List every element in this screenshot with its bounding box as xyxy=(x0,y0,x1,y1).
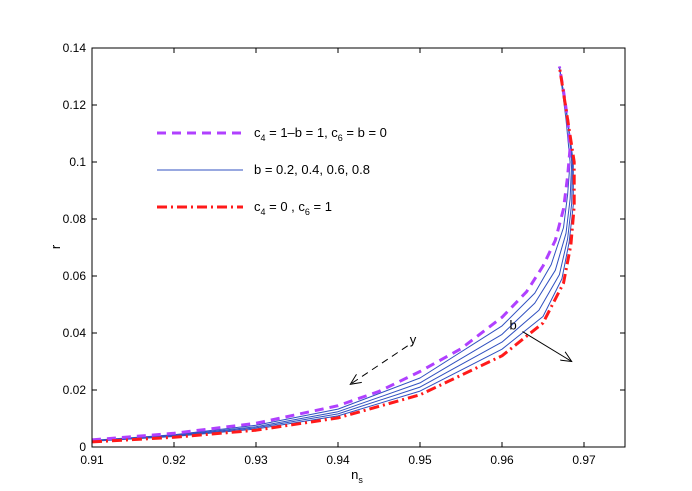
x-axis-label-main: n xyxy=(351,467,358,482)
legend-label-part: = 0 , c xyxy=(266,199,306,214)
x-tick-label-0: 0.91 xyxy=(80,453,104,467)
y-tick-label-3: 0.06 xyxy=(63,269,87,283)
legend-label-part: c xyxy=(254,199,261,214)
x-tick-label-5: 0.96 xyxy=(490,453,514,467)
series-line-1 xyxy=(91,66,571,441)
annotation-label-b: b xyxy=(510,318,517,333)
legend-label-part: = 1–b = 1, c xyxy=(266,125,339,140)
x-tick-label-2: 0.93 xyxy=(244,453,268,467)
x-tick-label-4: 0.95 xyxy=(408,453,432,467)
series-layer xyxy=(91,66,576,444)
legend-label-part: 4 xyxy=(261,207,266,217)
legend-label-part: = b = 0 xyxy=(343,125,387,140)
y-tick-label-7: 0.14 xyxy=(63,41,87,55)
series-line-3 xyxy=(91,66,573,442)
legend-label-part: 6 xyxy=(305,207,310,217)
y-axis-label: r xyxy=(48,244,63,249)
y-tick-label-0: 0 xyxy=(79,440,86,454)
y-tick-label-6: 0.12 xyxy=(63,98,87,112)
x-axis-label-subscript: s xyxy=(358,475,363,485)
ticks-layer: 0.91 0.92 0.93 0.94 0.95 0.96 0.97 0 0.02 0.04 0.0… xyxy=(63,41,625,467)
x-tick-label-1: 0.92 xyxy=(162,453,186,467)
x-tick-label-3: 0.94 xyxy=(326,453,350,467)
legend-label-part: c xyxy=(254,125,261,140)
series-line-5 xyxy=(91,66,576,444)
annotations: by xyxy=(350,318,571,385)
y-tick-label-1: 0.02 xyxy=(63,383,87,397)
legend-label-part: = 1 xyxy=(310,199,332,214)
legend-label-0: c4 = 1–b = 1, c6 = b = 0 xyxy=(254,125,387,143)
legend-label-part: b = 0.2, 0.4, 0.6, 0.8 xyxy=(254,162,370,177)
legend: c4 = 1–b = 1, c6 = b = 0b = 0.2, 0.4, 0.… xyxy=(157,125,387,217)
annotation-label-y: y xyxy=(410,332,417,347)
annotation-arrow-b xyxy=(522,331,572,362)
x-axis-label: ns xyxy=(351,467,363,485)
legend-label-part: 4 xyxy=(261,133,266,143)
y-tick-label-2: 0.04 xyxy=(63,326,87,340)
y-tick-label-4: 0.08 xyxy=(63,212,87,226)
series-line-2 xyxy=(91,66,573,442)
legend-label-part: 6 xyxy=(338,133,343,143)
legend-label-1: b = 0.2, 0.4, 0.6, 0.8 xyxy=(254,162,370,177)
plot-frame xyxy=(91,47,626,448)
x-tick-label-6: 0.97 xyxy=(572,453,596,467)
y-tick-label-5: 0.1 xyxy=(69,155,86,169)
legend-label-2: c4 = 0 , c6 = 1 xyxy=(254,199,332,217)
